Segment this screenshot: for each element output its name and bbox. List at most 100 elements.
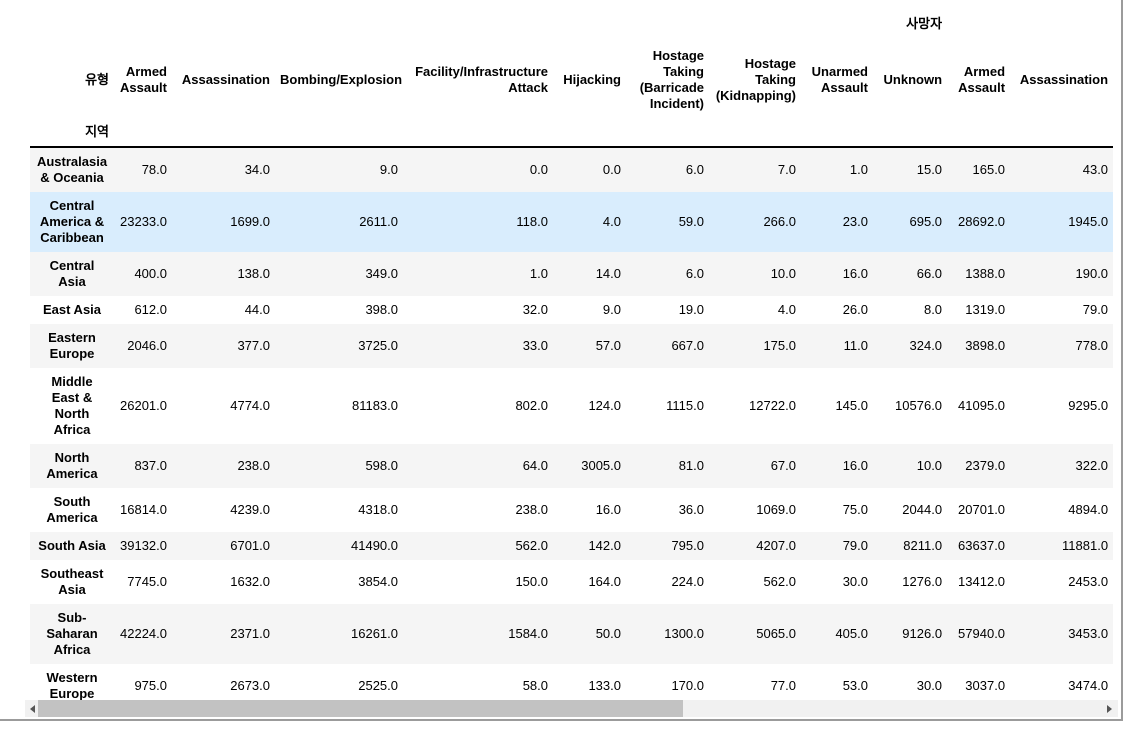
data-cell: 32.0: [522, 302, 548, 317]
column-header: Armed Assault: [958, 64, 1006, 95]
data-cell: 77.0: [770, 678, 796, 693]
data-cell: 67.0: [770, 458, 796, 473]
data-cell: 34.0: [244, 162, 270, 177]
group-header-clipped: [947, 6, 1113, 42]
column-axis-name: 유형: [85, 72, 109, 87]
data-cell: 58.0: [522, 678, 548, 693]
data-cell: 3037.0: [965, 678, 1006, 693]
data-cell: 150.0: [515, 574, 548, 589]
data-cell: 3854.0: [358, 574, 398, 589]
data-cell: 405.0: [835, 626, 868, 641]
data-cell: 2371.0: [230, 626, 270, 641]
data-cell: 142.0: [588, 538, 621, 553]
column-header: Assassination: [1019, 72, 1109, 87]
axis-row-blank-cell: [275, 118, 403, 148]
scroll-left-button[interactable]: [25, 700, 40, 717]
data-cell: 4239.0: [230, 502, 270, 517]
axis-row-blank-cell: [873, 118, 948, 148]
data-cell: 6.0: [685, 162, 704, 177]
data-cell: 377.0: [237, 338, 270, 353]
row-label: Sub-Saharan Africa: [46, 610, 98, 657]
data-cell: 124.0: [588, 398, 621, 413]
data-cell: 66.0: [916, 266, 943, 281]
data-cell: 16814.0: [120, 502, 167, 517]
data-cell: 4207.0: [756, 538, 796, 553]
data-cell: 10.0: [916, 458, 943, 473]
data-cell: 1632.0: [230, 574, 270, 589]
data-cell: 53.0: [842, 678, 868, 693]
data-cell: 4.0: [602, 214, 621, 229]
data-cell: 4318.0: [358, 502, 398, 517]
data-cell: 3725.0: [358, 338, 398, 353]
row-axis-name-row: 지역: [30, 118, 1114, 148]
data-cell: 39132.0: [120, 538, 167, 553]
data-cell: 238.0: [515, 502, 548, 517]
axis-row-blank-cell: [709, 118, 801, 148]
data-cell: 8.0: [923, 302, 943, 317]
axis-row-blank-cell: [553, 118, 626, 148]
data-cell: 44.0: [244, 302, 270, 317]
data-cell: 16.0: [842, 266, 868, 281]
data-cell: 2044.0: [902, 502, 943, 517]
data-cell: 30.0: [916, 678, 943, 693]
data-cell: 7.0: [777, 162, 796, 177]
horizontal-scrollbar[interactable]: [25, 700, 1118, 717]
data-cell: 2379.0: [965, 458, 1006, 473]
data-cell: 175.0: [763, 338, 796, 353]
row-label: South America: [46, 494, 98, 525]
data-cell: 9295.0: [1068, 398, 1109, 413]
row-label: North America: [46, 450, 98, 481]
data-cell: 3474.0: [1068, 678, 1109, 693]
data-cell: 1069.0: [756, 502, 796, 517]
column-header: Hijacking: [563, 72, 621, 87]
data-cell: 398.0: [365, 302, 398, 317]
data-cell: 20701.0: [958, 502, 1006, 517]
data-cell: 57.0: [595, 338, 621, 353]
scroll-right-button[interactable]: [1101, 700, 1118, 717]
scroll-right-arrow-icon: [1107, 704, 1112, 713]
data-cell: 0.0: [602, 162, 621, 177]
data-cell: 118.0: [516, 214, 548, 229]
data-cell: 238.0: [237, 458, 270, 473]
data-cell: 802.0: [515, 398, 548, 413]
data-cell: 10.0: [770, 266, 796, 281]
data-cell: 10576.0: [895, 398, 943, 413]
data-cell: 324.0: [909, 338, 943, 353]
data-cell: 28692.0: [958, 214, 1006, 229]
row-label: East Asia: [42, 302, 102, 317]
data-cell: 11881.0: [1062, 538, 1109, 553]
data-cell: 400.0: [134, 266, 167, 281]
data-cell: 145.0: [835, 398, 868, 413]
data-cell: 1115.0: [666, 398, 704, 413]
data-cell: 170.0: [671, 678, 704, 693]
data-cell: 133.0: [588, 678, 621, 693]
axis-row-blank-cell: [801, 118, 873, 148]
data-cell: 43.0: [1082, 162, 1109, 177]
data-cell: 16.0: [595, 502, 621, 517]
data-cell: 8211.0: [903, 538, 943, 553]
column-header: Facility/Infrastructure Attack: [415, 64, 548, 95]
data-cell: 837.0: [134, 458, 167, 473]
data-cell: 2611.0: [359, 214, 398, 229]
data-cell: 57940.0: [958, 626, 1006, 641]
table-row: Sub-Saharan Africa 42224.0 2371.0 16261.0 15…: [30, 604, 1114, 664]
data-cell: 9.0: [602, 302, 621, 317]
data-cell: 3898.0: [965, 338, 1006, 353]
data-cell: 612.0: [134, 302, 167, 317]
data-cell: 9.0: [379, 162, 398, 177]
axis-row-blank-cell: [172, 118, 275, 148]
row-label: Western Europe: [46, 670, 98, 701]
data-cell: 349.0: [365, 266, 398, 281]
data-cell: 224.0: [671, 574, 704, 589]
scrollbar-thumb[interactable]: [38, 700, 683, 717]
data-cell: 667.0: [671, 338, 704, 353]
table-row: South Asia 39132.0 6701.0 41490.0 562.0 142.0…: [30, 532, 1114, 560]
table-row: East Asia 612.0 44.0 398.0 32.0 9.0 19.0 4.0 26.…: [30, 296, 1113, 324]
axis-row-blank-cell: [1010, 118, 1114, 148]
data-cell: 79.0: [842, 538, 868, 553]
data-cell: 795.0: [671, 538, 704, 553]
data-cell: 4894.0: [1068, 502, 1109, 517]
data-cell: 1300.0: [664, 626, 704, 641]
data-cell: 13412.0: [958, 574, 1006, 589]
